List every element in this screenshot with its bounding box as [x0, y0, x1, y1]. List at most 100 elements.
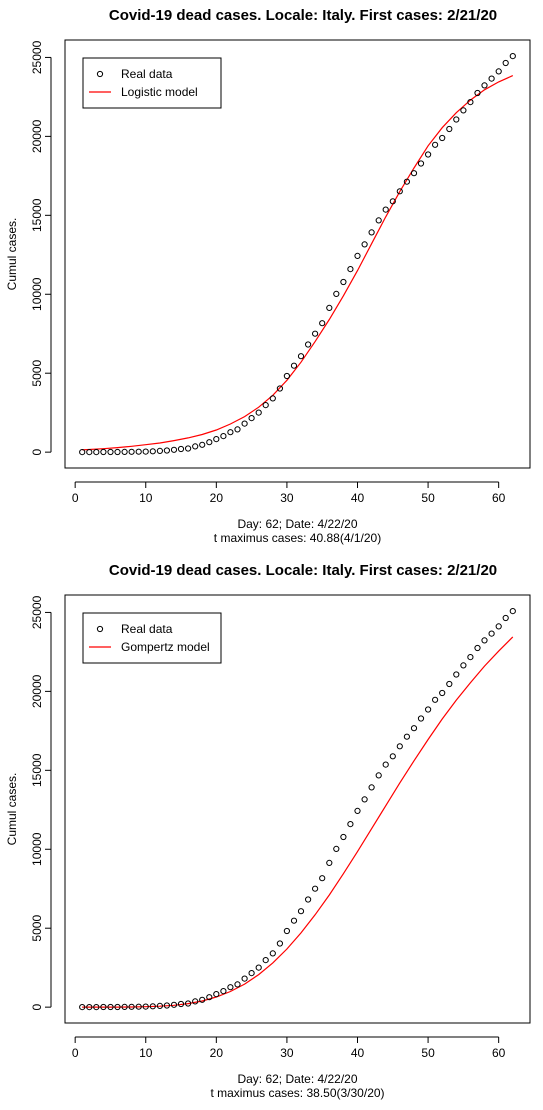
y-tick-label: 20000: [30, 674, 44, 708]
data-point: [121, 1003, 128, 1010]
data-point: [142, 1003, 149, 1010]
model-curve-line: [82, 636, 514, 1008]
data-point: [361, 796, 368, 803]
data-point: [177, 1000, 185, 1008]
data-point: [177, 445, 185, 453]
y-axis: 0 5000 10000 15000 20000 25000: [30, 40, 52, 455]
data-point: [474, 644, 481, 652]
data-point: [114, 448, 121, 456]
data-point: [170, 446, 178, 453]
data-point: [86, 1004, 93, 1011]
data-point: [347, 821, 354, 828]
data-point: [269, 950, 276, 957]
data-point: [114, 1003, 121, 1011]
data-point: [262, 957, 269, 964]
data-point: [199, 996, 206, 1003]
data-point: [100, 448, 107, 456]
x-tick-label: 0: [72, 491, 79, 505]
data-point: [312, 885, 319, 892]
legend-label-model: Gompertz model: [121, 640, 210, 654]
data-point: [333, 290, 340, 297]
data-point: [326, 859, 333, 866]
legend: Real data Gompertz model: [82, 612, 222, 664]
data-point: [135, 1003, 142, 1010]
data-point: [305, 896, 312, 903]
legend-marker-real-data: [96, 70, 104, 78]
y-tick-label: 10000: [30, 277, 44, 311]
data-point: [255, 964, 262, 971]
data-point: [297, 353, 305, 360]
data-point: [488, 75, 495, 82]
data-point: [79, 449, 86, 456]
data-point: [396, 743, 403, 750]
data-point: [241, 975, 248, 982]
data-point: [439, 134, 446, 142]
y-tick-label: 0: [30, 1003, 44, 1010]
data-point: [283, 927, 290, 935]
x-tick-label: 30: [280, 1046, 294, 1060]
data-point: [128, 1003, 135, 1010]
data-point: [220, 433, 227, 440]
data-point: [107, 448, 114, 456]
data-point: [446, 680, 453, 688]
x-tick-label: 30: [280, 491, 294, 505]
data-point: [213, 991, 220, 998]
data-point: [481, 637, 488, 644]
data-point: [502, 614, 509, 622]
data-point: [107, 1003, 114, 1011]
x-axis: 0 10 20 30 40 50 60: [72, 481, 506, 505]
data-point: [319, 320, 326, 327]
data-point: [213, 436, 220, 443]
data-point: [276, 940, 283, 947]
data-point: [389, 753, 396, 760]
data-point: [509, 608, 516, 615]
x-tick-label: 10: [139, 491, 153, 505]
y-axis-label: Cumul cases.: [5, 773, 19, 846]
data-point: [290, 917, 298, 924]
real-data-points: [79, 53, 516, 456]
data-point: [439, 689, 446, 697]
legend-box: [82, 612, 222, 664]
data-point: [368, 229, 375, 236]
data-point: [354, 252, 361, 259]
data-point: [128, 448, 135, 455]
data-point: [227, 984, 234, 991]
x-tick-label: 20: [210, 1046, 224, 1060]
y-tick-label: 0: [30, 448, 44, 455]
data-point: [474, 89, 481, 97]
data-point: [453, 671, 460, 678]
data-point: [396, 188, 403, 195]
data-point: [326, 304, 333, 311]
data-point: [382, 206, 389, 213]
data-point: [156, 1002, 163, 1009]
x-axis-label-line: Day: 62; Date: 4/22/20: [237, 1072, 357, 1086]
data-point: [417, 715, 425, 722]
data-point: [410, 725, 418, 732]
data-point: [375, 772, 382, 779]
data-point: [220, 988, 227, 995]
y-tick-label: 15000: [30, 753, 44, 787]
chart-panel-logistic: Covid-19 dead cases. Locale: Italy. Firs…: [5, 7, 531, 545]
data-point: [481, 82, 488, 89]
y-axis: 0 5000 10000 15000 20000 25000: [30, 595, 52, 1010]
x-axis-label-line: t maximus cases: 38.50(3/30/20): [210, 1086, 384, 1100]
x-tick-label: 10: [139, 1046, 153, 1060]
x-tick-label: 0: [72, 1046, 79, 1060]
x-tick-label: 50: [421, 1046, 435, 1060]
data-point: [410, 170, 418, 177]
data-point: [276, 385, 283, 392]
y-tick-label: 15000: [30, 198, 44, 232]
legend-marker-real-data: [96, 625, 104, 633]
legend-box: [82, 57, 222, 109]
data-point: [156, 447, 163, 454]
data-point: [262, 402, 269, 409]
legend-label-real-data: Real data: [121, 67, 173, 81]
data-point: [495, 623, 502, 630]
data-point: [248, 415, 255, 422]
data-point: [206, 439, 213, 446]
data-point: [121, 448, 128, 455]
data-point: [333, 845, 340, 852]
data-point: [467, 654, 474, 661]
data-point: [163, 447, 170, 454]
chart-title: Covid-19 dead cases. Locale: Italy. Firs…: [109, 7, 497, 24]
